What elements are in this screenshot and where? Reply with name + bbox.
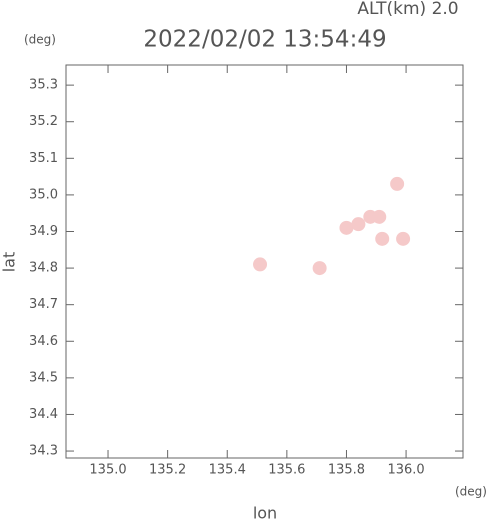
y-tick-label: 35.3 (29, 78, 58, 93)
x-unit: (deg) (455, 485, 487, 499)
y-axis-label: lat (0, 252, 19, 273)
y-tick-label: 34.4 (29, 407, 58, 422)
x-axis-label: lon (253, 504, 277, 521)
echo (396, 231, 411, 246)
x-tick-label: 135.0 (89, 463, 126, 478)
y-tick-label: 34.9 (29, 224, 58, 239)
echo (312, 261, 327, 276)
x-tick-label: 135.2 (149, 463, 186, 478)
x-tick-label: 136.0 (387, 463, 424, 478)
echo (375, 231, 390, 246)
y-tick-label: 34.5 (29, 370, 58, 385)
y-tick-label: 34.6 (29, 334, 58, 349)
y-tick-label: 34.7 (29, 297, 58, 312)
x-tick-label: 135.6 (268, 463, 305, 478)
y-tick-label: 35.2 (29, 114, 58, 129)
echo (390, 176, 405, 191)
altitude-label: ALT(km) 2.0 (357, 0, 458, 19)
y-tick-label: 35.0 (29, 187, 58, 202)
echo (253, 257, 268, 272)
chart-title: 2022/02/02 13:54:49 (143, 27, 386, 53)
y-unit: (deg) (24, 33, 56, 47)
echo (372, 209, 387, 224)
echo (339, 220, 354, 235)
y-tick-label: 34.8 (29, 261, 58, 276)
y-tick-label: 35.1 (29, 151, 58, 166)
y-tick-label: 34.3 (29, 444, 58, 459)
echo (351, 217, 366, 232)
x-tick-label: 135.8 (328, 463, 365, 478)
x-tick-label: 135.4 (209, 463, 246, 478)
plot-frame (65, 64, 464, 459)
